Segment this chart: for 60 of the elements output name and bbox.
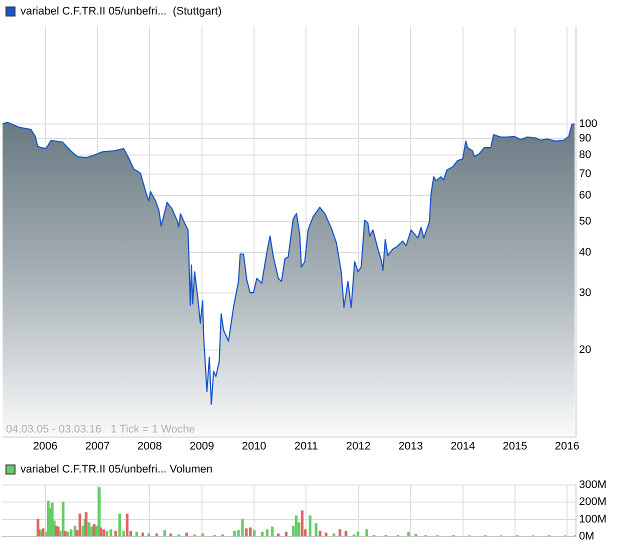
y-tick-label: 30 [579,287,592,300]
x-tick-label: 2012 [346,440,371,452]
bar [300,510,304,536]
y-tick-label: 80 [579,149,592,162]
y-tick-label: 40 [579,246,592,259]
bar [324,532,328,536]
legend-label: variabel C.F.TR.II 05/unbefri... (Stuttgart) [20,6,222,18]
x-tick-label: 2006 [33,440,58,452]
bar [62,502,64,536]
y-tick-label: 90 [579,132,592,145]
bar [253,530,256,536]
bar [118,514,121,536]
x-tick-label: 2008 [137,440,162,452]
bar [314,523,318,536]
bar [332,534,336,536]
bar [356,532,360,536]
y-tick-label: 100 [579,118,598,130]
x-tick-label: 2016 [554,440,580,452]
bar [338,529,342,536]
x-tick-label: 2010 [242,440,266,452]
bar [308,516,312,536]
bar [294,516,298,536]
bar [365,529,368,536]
x-tick-label: 2013 [398,440,423,452]
bar [102,529,106,536]
x-tick-label: 2014 [450,440,476,452]
y-tick-label: 100M [579,513,607,526]
y-tick-label: 70 [579,168,592,180]
y-tick-label: 0M [579,530,594,542]
y-tick-label: 300M [579,479,607,492]
bar [70,529,72,536]
x-tick-label: 2015 [502,440,528,452]
bar [266,529,269,536]
bar [126,514,129,536]
bar [163,530,166,536]
bar [110,529,112,536]
y-tick-label: 60 [579,190,592,202]
bar [249,528,252,536]
x-tick-label: 2009 [190,440,214,452]
y-tick-label: 20 [579,344,592,356]
bar [84,512,88,536]
bar [344,530,348,536]
bar [233,530,236,536]
bar [90,526,94,536]
bar [100,528,102,536]
bar [241,518,244,536]
bar [141,532,144,536]
bar [318,530,322,536]
y-tick-label: 200M [579,496,607,508]
legend-label: variabel C.F.TR.II 05/unbefri... Volumen [20,464,212,476]
bar [271,526,274,536]
bar [185,532,188,536]
annotation: 04.03.05 - 03.03.16 1 Tick = 1 Woche [6,423,196,436]
bar [92,524,96,536]
bar [88,522,90,536]
x-tick-label: 2011 [294,440,318,452]
bar [407,532,410,536]
bar [78,514,82,536]
x-tick-label: 2007 [85,440,110,452]
y-tick-label: 50 [579,215,592,228]
